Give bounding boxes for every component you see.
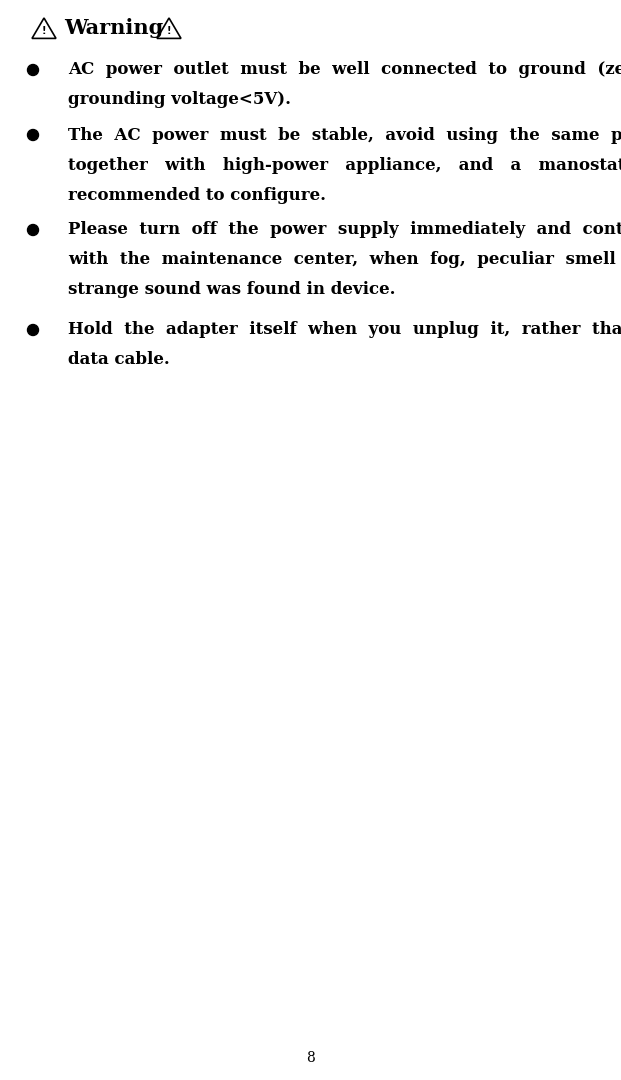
Text: grounding voltage<5V).: grounding voltage<5V). bbox=[68, 92, 291, 108]
Text: together   with   high-power   appliance,   and   a   manostat   is: together with high-power appliance, and … bbox=[68, 157, 621, 174]
Text: 8: 8 bbox=[306, 1051, 315, 1065]
Text: The  AC  power  must  be  stable,  avoid  using  the  same  power: The AC power must be stable, avoid using… bbox=[68, 126, 621, 144]
Circle shape bbox=[27, 324, 39, 336]
Circle shape bbox=[27, 65, 39, 76]
Text: Warning: Warning bbox=[64, 18, 163, 38]
Text: !: ! bbox=[167, 26, 171, 36]
Text: AC  power  outlet  must  be  well  connected  to  ground  (zero: AC power outlet must be well connected t… bbox=[68, 62, 621, 79]
Text: data cable.: data cable. bbox=[68, 351, 170, 368]
Text: Hold  the  adapter  itself  when  you  unplug  it,  rather  than  the: Hold the adapter itself when you unplug … bbox=[68, 322, 621, 338]
Circle shape bbox=[27, 225, 39, 235]
Text: recommended to configure.: recommended to configure. bbox=[68, 187, 326, 203]
Circle shape bbox=[27, 130, 39, 140]
Text: strange sound was found in device.: strange sound was found in device. bbox=[68, 282, 396, 298]
Text: !: ! bbox=[42, 26, 46, 36]
Text: with  the  maintenance  center,  when  fog,  peculiar  smell  or: with the maintenance center, when fog, p… bbox=[68, 252, 621, 269]
Text: Please  turn  off  the  power  supply  immediately  and  contact: Please turn off the power supply immedia… bbox=[68, 221, 621, 239]
